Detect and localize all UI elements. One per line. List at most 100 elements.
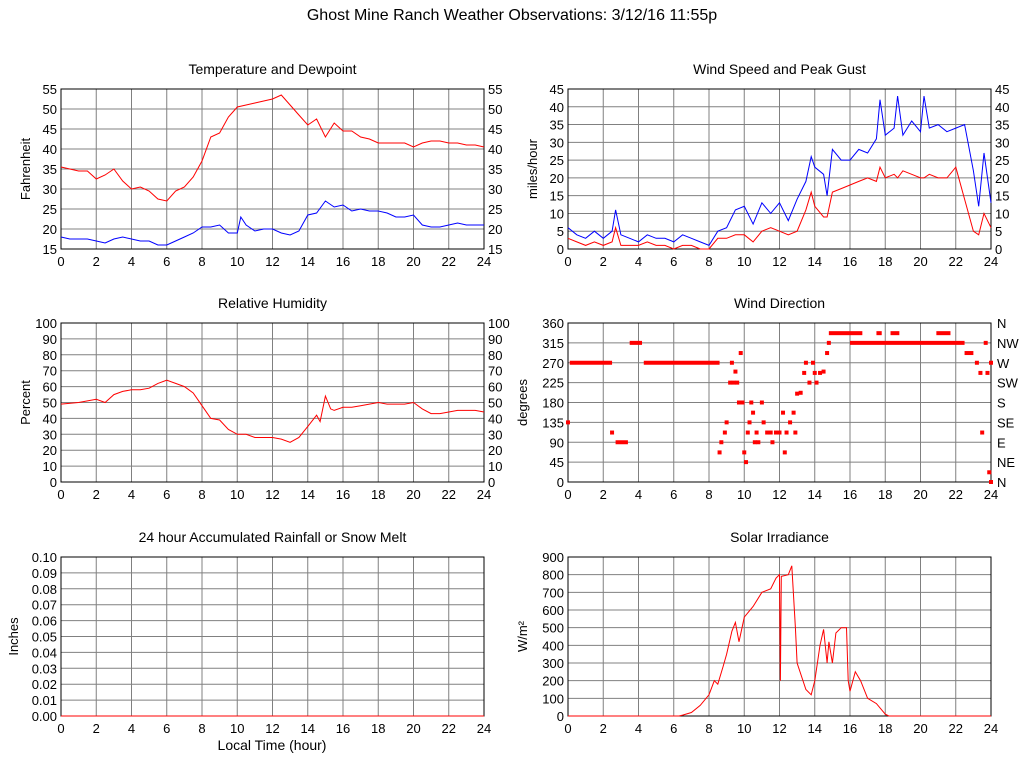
y-tick-label-right: 40 — [995, 100, 1009, 115]
y-axis-label: degrees — [515, 379, 530, 426]
plot-border — [60, 322, 485, 483]
direction-run — [643, 360, 720, 365]
y-tick-label: 600 — [542, 603, 564, 618]
compass-label: NE — [997, 455, 1015, 470]
y-axis-label: miles/hour — [525, 138, 540, 199]
x-tick-label: 6 — [163, 254, 170, 269]
y-tick-label: 90 — [550, 435, 564, 450]
y-tick-label: 315 — [542, 336, 564, 351]
direction-point — [724, 420, 729, 425]
y-tick-label: 800 — [542, 568, 564, 583]
direction-point — [810, 360, 815, 365]
direction-point — [728, 380, 733, 385]
direction-point — [765, 430, 770, 435]
direction-point — [989, 480, 993, 484]
y-tick-label-right: 35 — [488, 162, 502, 177]
y-tick-label-right: 20 — [488, 222, 502, 237]
y-tick-label: 45 — [550, 455, 564, 470]
x-tick-label: 22 — [442, 254, 456, 269]
series-line-peak-gust — [567, 96, 992, 247]
x-tick-label: 16 — [336, 487, 350, 502]
direction-point — [759, 400, 764, 405]
direction-point — [738, 351, 743, 356]
direction-run — [964, 351, 974, 356]
y-tick-label: 35 — [550, 118, 564, 133]
x-tick-label: 0 — [57, 254, 64, 269]
direction-point — [782, 450, 787, 455]
y-tick-label: 60 — [43, 380, 57, 395]
direction-point — [749, 400, 754, 405]
x-tick-label: 2 — [93, 254, 100, 269]
direction-point — [740, 400, 745, 405]
y-tick-label: 300 — [542, 656, 564, 671]
x-tick-label: 22 — [949, 254, 963, 269]
direction-point — [812, 370, 817, 375]
x-tick-label: 4 — [128, 721, 135, 736]
x-tick-label: 8 — [198, 254, 205, 269]
y-tick-label: 40 — [43, 142, 57, 157]
x-tick-label: 16 — [843, 721, 857, 736]
x-tick-label: 22 — [442, 721, 456, 736]
direction-point — [736, 400, 741, 405]
x-tick-label: 20 — [913, 487, 927, 502]
x-tick-label: 12 — [772, 254, 786, 269]
x-tick-label: 18 — [878, 721, 892, 736]
x-tick-label: 18 — [371, 487, 385, 502]
y-axis-label: Fahrenheit — [18, 138, 33, 201]
y-tick-label: 45 — [43, 122, 57, 137]
direction-point — [770, 440, 775, 445]
y-tick-label-right: 40 — [488, 142, 502, 157]
y-tick-label: 15 — [43, 242, 57, 257]
direction-point — [744, 460, 749, 465]
y-tick-label: 0.10 — [32, 550, 57, 565]
x-tick-label: 14 — [301, 721, 315, 736]
direction-point — [729, 360, 734, 365]
x-tick-label: 8 — [705, 487, 712, 502]
chart-title: Wind Direction — [734, 295, 825, 311]
x-tick-label: 6 — [163, 721, 170, 736]
compass-label: N — [997, 316, 1006, 331]
y-tick-label-right: 40 — [488, 411, 502, 426]
y-tick-label-right: 30 — [488, 182, 502, 197]
y-tick-label-right: 35 — [995, 118, 1009, 133]
x-tick-label: 20 — [406, 254, 420, 269]
x-tick-label: 10 — [230, 254, 244, 269]
direction-point — [731, 380, 736, 385]
x-tick-label: 0 — [564, 487, 571, 502]
compass-label: S — [997, 396, 1006, 411]
x-tick-label: 14 — [808, 721, 822, 736]
x-tick-label: 2 — [93, 487, 100, 502]
x-tick-label: 8 — [705, 254, 712, 269]
direction-point — [798, 390, 803, 395]
y-tick-label: 0.02 — [32, 677, 57, 692]
x-tick-label: 24 — [477, 721, 491, 736]
y-tick-label: 25 — [550, 153, 564, 168]
y-tick-label-right: 90 — [488, 332, 502, 347]
series-line-temperature — [60, 94, 485, 202]
x-tick-label: 20 — [406, 487, 420, 502]
x-tick-label: 4 — [128, 254, 135, 269]
series-line-relative-humidity — [60, 379, 485, 443]
y-tick-label-right: 10 — [995, 206, 1009, 221]
direction-point — [807, 380, 812, 385]
y-tick-label: 360 — [542, 316, 564, 331]
x-tick-label: 6 — [163, 487, 170, 502]
x-tick-label: 0 — [57, 721, 64, 736]
plot-border — [567, 556, 992, 717]
y-tick-label: 0 — [557, 242, 564, 257]
y-tick-label-right: 45 — [488, 122, 502, 137]
y-tick-label-right: 30 — [995, 135, 1009, 150]
x-tick-label: 22 — [949, 721, 963, 736]
direction-point — [745, 430, 750, 435]
x-tick-label: 6 — [670, 487, 677, 502]
y-tick-label: 400 — [542, 638, 564, 653]
y-tick-label: 0.09 — [32, 566, 57, 581]
y-tick-label: 0 — [50, 475, 57, 490]
direction-point — [717, 450, 722, 455]
direction-point — [784, 430, 789, 435]
x-tick-label: 12 — [265, 721, 279, 736]
direction-point — [756, 440, 761, 445]
